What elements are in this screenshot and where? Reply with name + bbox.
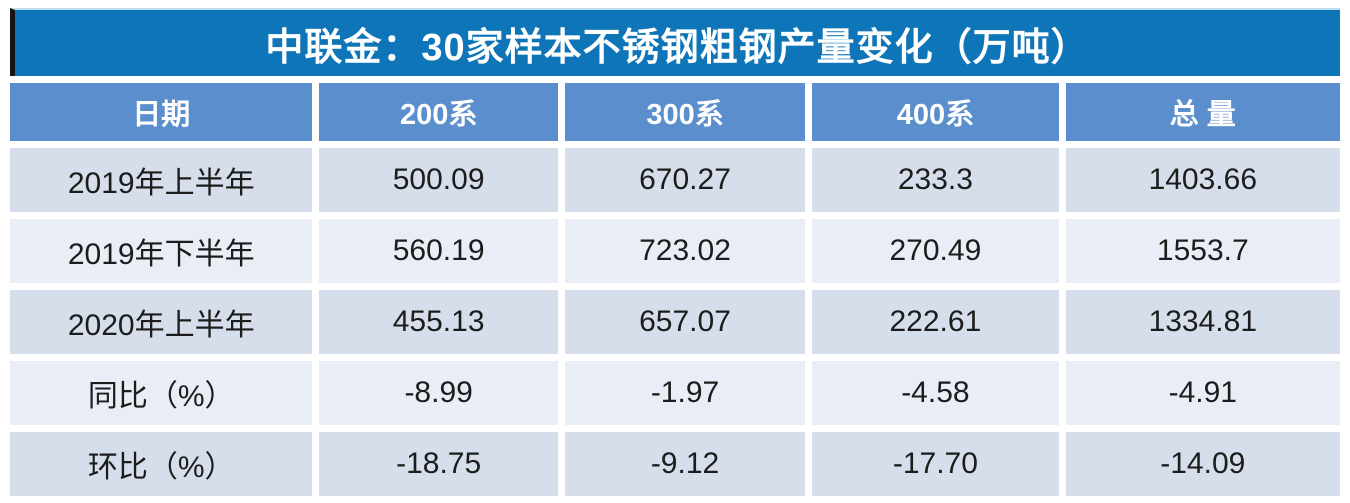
data-cell: 657.07 xyxy=(564,290,806,354)
production-table: 日期 200系 300系 400系 总 量 2019年上半年 500.09 67… xyxy=(10,83,1340,496)
data-cell: 455.13 xyxy=(319,290,558,354)
row-label: 同比（%） xyxy=(10,361,313,425)
data-cell: -4.91 xyxy=(1065,361,1340,425)
data-cell: -9.12 xyxy=(564,432,806,496)
data-cell: -8.99 xyxy=(319,361,558,425)
data-cell: -18.75 xyxy=(319,432,558,496)
data-cell: -14.09 xyxy=(1065,432,1340,496)
data-cell: 1553.7 xyxy=(1065,219,1340,283)
data-cell: 723.02 xyxy=(564,219,806,283)
header-cell-total: 总 量 xyxy=(1065,83,1340,141)
data-cell: 560.19 xyxy=(319,219,558,283)
table-title-bar: 中联金：30家样本不锈钢粗钢产量变化（万吨） xyxy=(10,8,1340,76)
data-cell: -17.70 xyxy=(812,432,1059,496)
row-label: 2019年上半年 xyxy=(10,148,313,212)
data-cell: 222.61 xyxy=(812,290,1059,354)
row-label: 2020年上半年 xyxy=(10,290,313,354)
table-title: 中联金：30家样本不锈钢粗钢产量变化（万吨） xyxy=(265,26,1090,69)
data-cell: -1.97 xyxy=(564,361,806,425)
data-cell: -4.58 xyxy=(812,361,1059,425)
header-cell-300-series: 300系 xyxy=(564,83,806,141)
data-cell: 670.27 xyxy=(564,148,806,212)
row-label: 环比（%） xyxy=(10,432,313,496)
data-cell: 270.49 xyxy=(812,219,1059,283)
data-cell: 1334.81 xyxy=(1065,290,1340,354)
row-label: 2019年下半年 xyxy=(10,219,313,283)
data-cell: 233.3 xyxy=(812,148,1059,212)
data-cell: 1403.66 xyxy=(1065,148,1340,212)
header-cell-400-series: 400系 xyxy=(812,83,1059,141)
header-cell-date: 日期 xyxy=(10,83,313,141)
data-cell: 500.09 xyxy=(319,148,558,212)
header-cell-200-series: 200系 xyxy=(319,83,558,141)
